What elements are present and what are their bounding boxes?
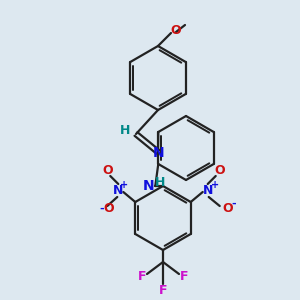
Text: O: O [214, 164, 225, 178]
Text: F: F [159, 284, 167, 296]
Text: +: + [211, 180, 219, 190]
Text: O: O [171, 25, 181, 38]
Text: N: N [113, 184, 124, 196]
Text: N: N [202, 184, 213, 196]
Text: N: N [142, 179, 154, 193]
Text: O: O [102, 164, 112, 178]
Text: H: H [155, 176, 166, 190]
Text: O: O [103, 202, 114, 215]
Text: F: F [180, 269, 188, 283]
Text: +: + [120, 180, 128, 190]
Text: F: F [138, 269, 146, 283]
Text: H: H [120, 124, 130, 137]
Text: O: O [222, 202, 233, 214]
Text: -: - [99, 204, 103, 214]
Text: -: - [231, 199, 236, 209]
Text: N: N [153, 146, 165, 160]
